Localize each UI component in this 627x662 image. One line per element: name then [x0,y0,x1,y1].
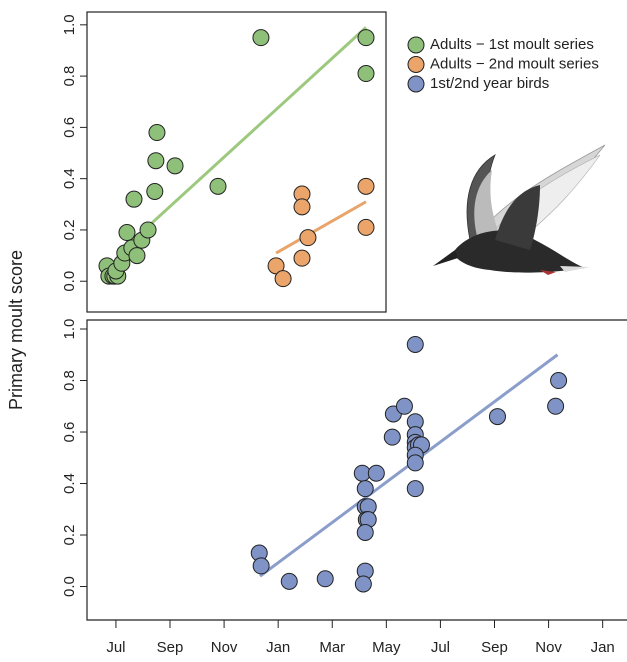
data-point [317,571,333,587]
data-point [407,455,423,471]
data-point [358,219,374,235]
x-tick-label: Jan [266,639,290,656]
panel-frame [87,12,386,312]
data-point [148,153,164,169]
data-point [358,66,374,82]
legend-marker [408,37,424,53]
legend-marker [408,76,424,92]
data-point [355,576,371,592]
legend-label: Adults − 2nd moult series [430,55,599,72]
x-tick-label: Jul [106,639,125,656]
chart: 0.0 0.2 0.4 0.6 0.8 1.0 0.0 0.2 0.4 0.6 0.8 1.0 Jul S… [0,0,627,662]
data-point [300,230,316,246]
y-tick-label: 0.2 [61,525,78,546]
x-tick-label: Jul [431,639,450,656]
data-point [126,191,142,207]
trend-line [276,202,366,253]
data-point [119,225,135,241]
data-point [548,398,564,414]
y-axis-label: Primary moult score [6,250,26,410]
data-point [253,30,269,46]
data-point [167,158,183,174]
y-tick-label: 0.8 [61,66,78,87]
data-point [140,222,156,238]
data-point [210,178,226,194]
data-point [407,336,423,352]
y-tick-label: 0.2 [61,220,78,241]
legend-label: Adults − 1st moult series [430,36,594,53]
data-point [281,573,297,589]
data-point [396,398,412,414]
x-tick-label: May [372,639,401,656]
y-tick-label: 0.6 [61,117,78,138]
y-tick-label: 0.4 [61,473,78,494]
data-point [358,178,374,194]
data-point [129,248,145,264]
data-point [253,558,269,574]
data-point [149,125,165,141]
legend-label: 1st/2nd year birds [430,75,549,92]
x-tick-label: Jan [591,639,615,656]
data-point [357,524,373,540]
y-tick-label: 1.0 [61,14,78,35]
data-point [551,373,567,389]
data-point [147,183,163,199]
x-tick-label: Sep [157,639,184,656]
data-point [357,481,373,497]
y-tick-label: 0.8 [61,370,78,391]
data-point [294,250,310,266]
y-tick-label: 1.0 [61,319,78,340]
bird-illustration [433,145,605,275]
data-point [384,429,400,445]
data-point [489,409,505,425]
y-tick-label: 0.0 [61,271,78,292]
data-point [407,481,423,497]
data-point [294,199,310,215]
x-tick-label: Nov [535,639,562,656]
data-point [275,271,291,287]
x-tick-label: Mar [319,639,345,656]
x-tick-label: Nov [211,639,238,656]
data-point [358,30,374,46]
y-tick-label: 0.4 [61,168,78,189]
x-tick-label: Sep [481,639,508,656]
y-tick-label: 0.6 [61,422,78,443]
y-tick-label: 0.0 [61,576,78,597]
data-point [368,465,384,481]
legend-marker [408,57,424,73]
